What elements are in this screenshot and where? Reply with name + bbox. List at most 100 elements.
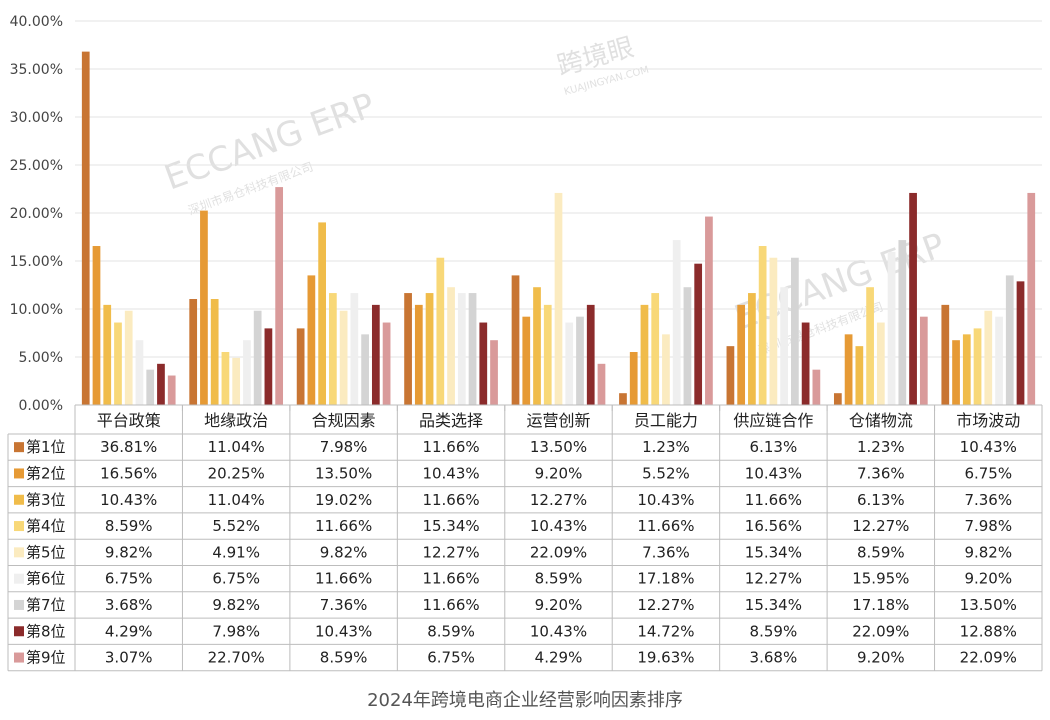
data-label: 22.09% xyxy=(852,622,909,640)
data-label: 19.02% xyxy=(315,491,372,509)
bar xyxy=(758,246,767,405)
legend-label: 第6位 xyxy=(26,570,66,588)
data-label: 4.29% xyxy=(105,622,153,640)
data-label: 1.23% xyxy=(857,438,905,456)
bar xyxy=(565,322,574,405)
bar xyxy=(919,316,928,405)
bar xyxy=(221,352,230,405)
data-label: 10.43% xyxy=(960,438,1017,456)
bar xyxy=(672,240,681,405)
bar xyxy=(597,363,606,405)
bar xyxy=(382,322,391,405)
data-label: 17.18% xyxy=(637,570,694,588)
legend-swatch xyxy=(14,494,24,505)
bar xyxy=(200,210,208,405)
bar xyxy=(995,316,1003,405)
legend-swatch xyxy=(14,626,24,637)
legend-swatch xyxy=(14,547,24,558)
legend-label: 第2位 xyxy=(26,464,66,482)
bar xyxy=(328,293,337,405)
y-tick-label: 10.00% xyxy=(10,302,63,318)
y-tick-label: 25.00% xyxy=(10,158,63,174)
data-label: 10.43% xyxy=(315,622,372,640)
data-label: 7.98% xyxy=(212,622,260,640)
bar xyxy=(296,328,305,405)
bars xyxy=(81,51,1036,406)
data-label: 7.36% xyxy=(642,543,690,561)
data-label: 15.34% xyxy=(422,517,479,535)
data-label: 15.34% xyxy=(745,543,802,561)
data-label: 8.59% xyxy=(857,543,905,561)
category-label: 平台政策 xyxy=(97,411,161,430)
data-label: 22.70% xyxy=(208,649,265,667)
bar xyxy=(92,246,101,405)
bar xyxy=(425,293,434,405)
y-tick-label: 5.00% xyxy=(19,350,63,366)
bar xyxy=(243,340,251,405)
data-label: 9.20% xyxy=(535,464,583,482)
bar xyxy=(640,304,649,405)
data-label: 12.27% xyxy=(745,570,802,588)
bar xyxy=(124,310,133,405)
data-label: 11.04% xyxy=(208,491,265,509)
bar xyxy=(812,369,821,405)
bar xyxy=(114,322,122,405)
bar xyxy=(253,310,262,405)
data-label: 17.18% xyxy=(852,596,909,614)
bar xyxy=(683,287,692,405)
data-label: 22.09% xyxy=(530,543,587,561)
legend-swatch xyxy=(14,573,24,584)
data-table: 平台政策 地缘政治 合规因素 品类选择 运营创新 员工能力 供应链合作 仓储物流 市场波动第1位… xyxy=(7,404,1043,672)
bar xyxy=(844,334,853,405)
data-label: 6.13% xyxy=(750,438,798,456)
bar xyxy=(522,316,531,405)
bar xyxy=(543,304,552,405)
data-label: 5.52% xyxy=(212,517,260,535)
data-label: 16.56% xyxy=(100,464,157,482)
legend-label: 第8位 xyxy=(26,622,66,640)
bar xyxy=(887,251,896,405)
bar xyxy=(414,304,423,405)
category-label: 运营创新 xyxy=(526,411,590,430)
data-label: 11.66% xyxy=(315,570,372,588)
data-label: 12.27% xyxy=(637,596,694,614)
data-label: 10.43% xyxy=(530,622,587,640)
data-label: 10.43% xyxy=(637,491,694,509)
bar xyxy=(855,346,864,405)
bar xyxy=(447,287,455,405)
legend-label: 第3位 xyxy=(26,491,66,509)
bar xyxy=(1016,281,1025,405)
bar xyxy=(866,287,874,405)
data-label: 11.66% xyxy=(422,491,479,509)
bar xyxy=(876,322,885,405)
legend-swatch xyxy=(14,521,24,532)
bar xyxy=(490,340,498,405)
data-label: 11.66% xyxy=(637,517,694,535)
bar xyxy=(662,334,670,405)
category-label: 地缘政治 xyxy=(204,411,268,430)
bar xyxy=(941,304,950,405)
legend-swatch xyxy=(14,599,24,610)
y-tick-label: 35.00% xyxy=(10,62,63,78)
bar xyxy=(350,293,359,405)
y-tick-label: 0.00% xyxy=(19,398,63,414)
data-label: 6.13% xyxy=(857,491,905,509)
bar xyxy=(210,299,219,405)
data-label: 15.34% xyxy=(745,596,802,614)
data-label: 7.36% xyxy=(964,491,1012,509)
data-label: 10.43% xyxy=(100,491,157,509)
bar xyxy=(1005,275,1014,405)
bar xyxy=(586,304,595,405)
data-label: 6.75% xyxy=(105,570,153,588)
data-label: 14.72% xyxy=(637,622,694,640)
bar xyxy=(1027,192,1036,405)
data-label: 9.82% xyxy=(964,543,1012,561)
chart-caption: 2024年跨境电商企业经营影响因素排序 xyxy=(367,690,683,711)
legend-label: 第1位 xyxy=(26,438,66,456)
bar xyxy=(726,346,735,405)
data-label: 13.50% xyxy=(315,464,372,482)
category-label: 供应链合作 xyxy=(733,411,813,430)
data-label: 8.59% xyxy=(105,517,153,535)
legend-swatch xyxy=(14,652,24,663)
